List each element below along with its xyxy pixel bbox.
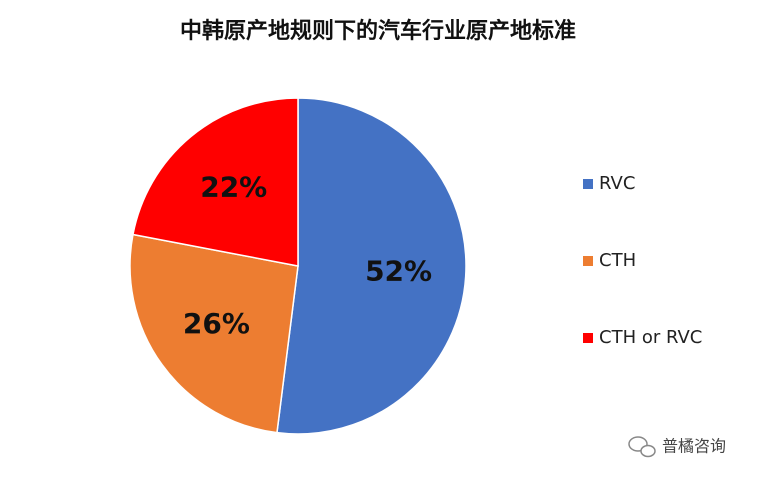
legend-label: RVC [599,173,635,194]
data-label: 22% [200,170,267,203]
watermark: 普橘咨询 [662,437,726,456]
data-label: 52% [365,254,432,287]
data-label: 26% [183,307,250,340]
watermark-icon [628,436,656,458]
legend-swatch [583,179,593,189]
legend-swatch [583,333,593,343]
chart-title: 中韩原产地规则下的汽车行业原产地标准 [180,18,576,44]
pie-slice [276,97,467,435]
pie-slice [129,233,299,434]
legend-swatch [583,256,593,266]
pie-slice [132,97,299,267]
legend-label: CTH or RVC [599,327,702,348]
legend-label: CTH [599,250,636,271]
